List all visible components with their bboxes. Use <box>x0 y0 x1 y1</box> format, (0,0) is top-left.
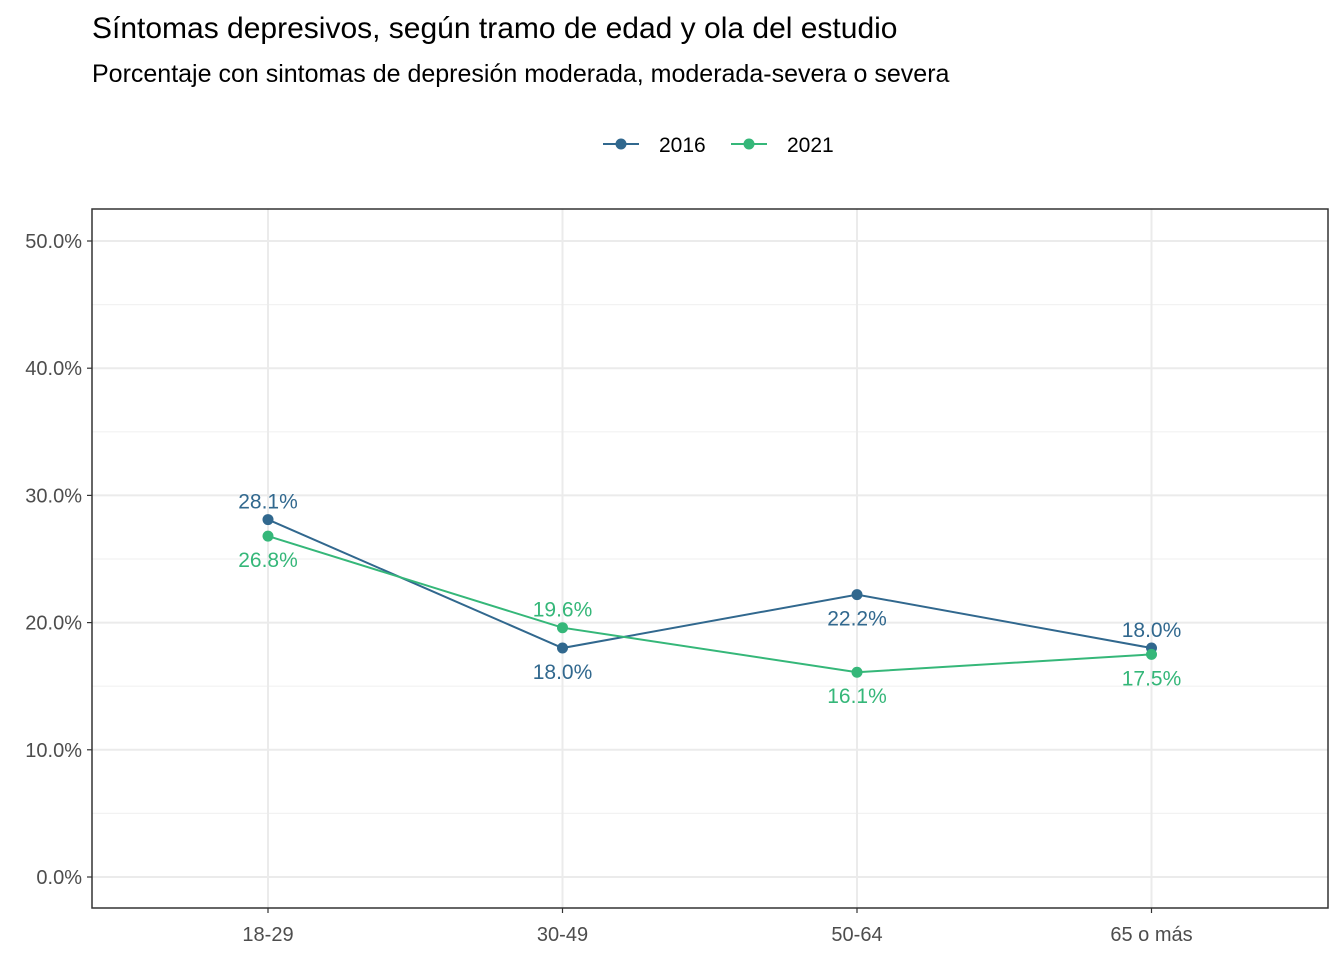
series-line-2016 <box>267 518 1152 650</box>
y-tick-label: 50.0% <box>25 231 82 253</box>
data-label-2021: 17.5% <box>1122 667 1182 690</box>
x-tick-label: 65 o más <box>1110 924 1192 946</box>
data-label-2021: 16.1% <box>827 685 887 708</box>
data-point-2021 <box>262 530 274 542</box>
y-tick-label: 10.0% <box>25 740 82 762</box>
legend-label: 2021 <box>787 134 834 157</box>
chart-subtitle: Porcentaje con sintomas de depresión mod… <box>92 60 950 88</box>
y-tick-label: 0.0% <box>36 867 82 889</box>
legend-key-point <box>743 138 755 150</box>
y-tick-label: 30.0% <box>25 485 82 507</box>
data-point-2021 <box>557 622 568 634</box>
data-label-2016: 28.1% <box>238 491 298 514</box>
plot-border <box>91 208 1329 909</box>
data-point-2016 <box>557 642 568 654</box>
y-tick-label: 40.0% <box>25 358 82 380</box>
data-point-2016 <box>851 589 863 601</box>
legend-key-point <box>615 138 627 150</box>
data-point-2021 <box>1146 648 1157 660</box>
data-label-2016: 18.0% <box>1122 619 1182 642</box>
data-point-2021 <box>851 666 863 678</box>
x-tick-label: 30-49 <box>537 924 588 946</box>
data-point-2016 <box>262 514 274 526</box>
x-tick-label: 18-29 <box>242 924 293 946</box>
data-label-2021: 26.8% <box>238 549 298 572</box>
data-label-2016: 22.2% <box>827 608 887 631</box>
y-tick-label: 20.0% <box>25 613 82 635</box>
series-line-2021 <box>267 535 1152 674</box>
data-label-2021: 19.6% <box>533 599 593 622</box>
data-label-2016: 18.0% <box>533 661 593 684</box>
x-tick-label: 50-64 <box>831 924 882 946</box>
chart-title: Síntomas depresivos, según tramo de edad… <box>92 12 898 45</box>
legend-label: 2016 <box>659 134 706 157</box>
